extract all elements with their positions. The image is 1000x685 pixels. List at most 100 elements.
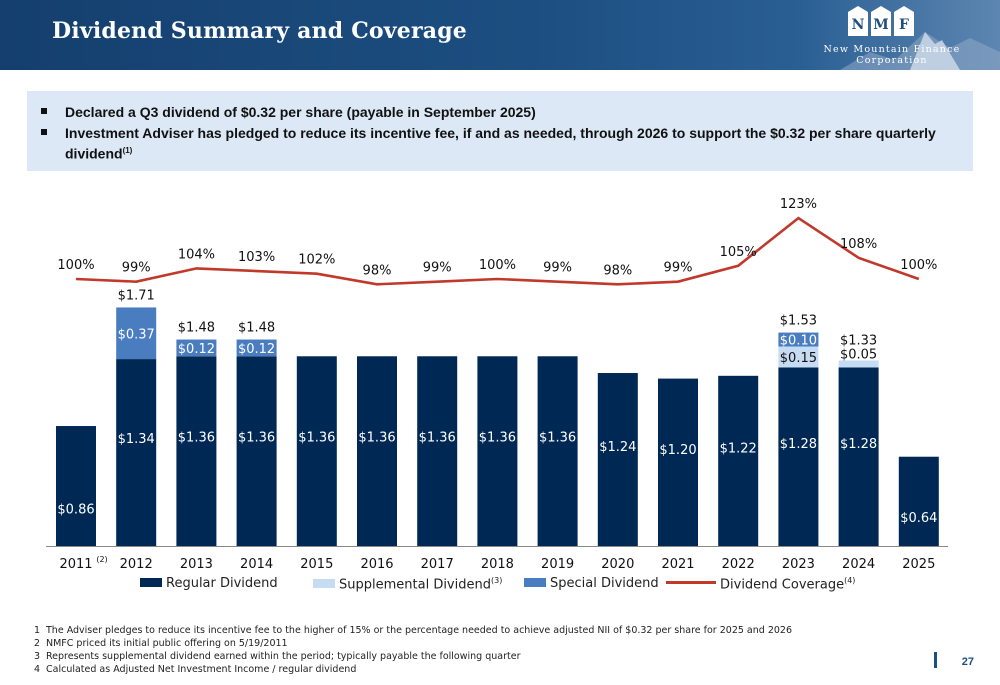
total-label: $1.53 [780,314,817,329]
x-tick-label: 2024 [842,557,875,572]
bullet-square-icon [41,129,47,135]
bar-segment [778,332,819,347]
data-label: $1.36 [419,431,456,446]
footnote-number: 2 [34,638,41,649]
footnote-ref: (3) [490,576,503,585]
x-tick-label: 2015 [300,557,333,572]
legend-line [666,581,716,585]
legend-label: Dividend Coverage [720,577,845,593]
logo-letter: M [871,6,891,36]
footnote-item: 4 Calculated as Adjusted Net Investment I… [34,663,792,676]
x-tick-label: 2017 [421,557,454,572]
footnote-ref: (4) [844,576,856,585]
bar-segment [477,356,518,546]
x-tick-label: 2011 [59,557,92,572]
coverage-label: 103% [238,250,275,265]
footnote-number: 3 [34,651,41,662]
data-label: $0.37 [118,327,155,342]
bar-segment [778,367,819,546]
footnote-item: 2 NMFC priced its initial public offering… [34,637,792,650]
page-number: 27 [961,656,974,668]
legend-swatch [140,578,162,587]
coverage-label: 108% [840,237,877,252]
bar-segment [597,373,638,546]
legend-swatch [313,579,335,589]
data-label: $1.36 [298,431,335,446]
summary-bullets: Declared a Q3 dividend of $0.32 per shar… [27,91,973,171]
legend-label: Supplemental Dividend [339,577,491,593]
data-label: $1.36 [479,431,516,446]
data-label: $0.12 [178,342,215,357]
data-label: $1.36 [238,431,275,446]
total-label: $1.33 [840,333,877,348]
footnote-text: Calculated as Adjusted Net Investment In… [46,664,357,675]
data-label: $0.15 [780,351,817,366]
total-label: $1.48 [178,321,215,336]
data-label: $1.36 [539,431,576,446]
coverage-label: 100% [57,258,94,273]
coverage-label: 99% [423,261,452,276]
footnote-item: 1 The Adviser pledges to reduce its incen… [34,624,792,637]
page-marker [934,652,937,668]
footnote-ref: (2) [96,555,107,564]
header-banner: Dividend Summary and Coverage N M F New … [0,0,1000,70]
footnote-number: 4 [34,664,41,675]
x-tick-label: 2021 [661,557,694,572]
bar-segment [56,426,96,546]
bar-segment [658,378,698,546]
legend-special: Special Dividend [524,576,659,591]
coverage-label: 100% [900,258,937,273]
coverage-label: 102% [298,253,335,268]
bullet-text: Declared a Q3 dividend of $0.32 per shar… [65,104,536,120]
total-label: $1.71 [118,288,155,303]
coverage-label: 99% [664,261,693,276]
x-tick-label: 2023 [782,557,815,572]
bar-segment [176,339,217,357]
bar-segment [236,339,277,357]
data-label: $1.36 [178,431,215,446]
data-label: $0.10 [780,334,817,349]
bar-segment [718,375,759,546]
footnote-text: NMFC priced its initial public offering … [46,638,288,649]
bar-segment [236,356,277,546]
x-tick-label: 2014 [240,557,273,572]
data-label: $1.28 [840,437,877,452]
bar-segment [417,356,458,546]
data-label: $0.05 [840,347,877,362]
footnote-text: Represents supplemental dividend earned … [46,651,521,662]
x-tick-label: 2016 [360,557,393,572]
bar-segment [838,367,879,546]
bar-segment [176,356,217,546]
data-label: $1.28 [780,437,817,452]
coverage-label: 98% [363,263,392,278]
logo-letter: F [894,6,914,36]
legend-swatch [524,578,546,587]
legend-label: Special Dividend [550,576,659,591]
data-label: $1.20 [659,443,696,458]
bullet-item: Declared a Q3 dividend of $0.32 per shar… [41,104,536,120]
bullet-square-icon [41,108,47,114]
bullet-item: Investment Adviser has pledged to reduce… [41,125,961,163]
data-label: $0.12 [238,342,275,357]
x-tick-label: 2012 [120,557,153,572]
footnotes: 1 The Adviser pledges to reduce its incen… [34,624,792,676]
logo-line1: New Mountain Finance [823,44,961,55]
bar-segment [296,356,337,546]
page-title: Dividend Summary and Coverage [52,18,468,44]
coverage-label: 123% [780,197,817,212]
x-tick-label: 2022 [722,557,755,572]
bar-segment [116,359,157,546]
x-tick-label: 2018 [481,557,514,572]
data-label: $1.36 [358,431,395,446]
data-label: $0.86 [57,503,94,518]
x-tick-label: 2013 [180,557,213,572]
legend-regular: Regular Dividend [140,576,278,591]
logo-line2: Corporation [856,55,928,66]
logo-letter: N [848,6,868,36]
coverage-line [75,216,920,286]
x-tick-label: 2020 [601,557,634,572]
company-logo: N M F New Mountain Finance Corporation [812,6,972,66]
bar-segment [537,356,578,546]
coverage-label: 100% [479,258,516,273]
x-tick-label: 2019 [541,557,574,572]
